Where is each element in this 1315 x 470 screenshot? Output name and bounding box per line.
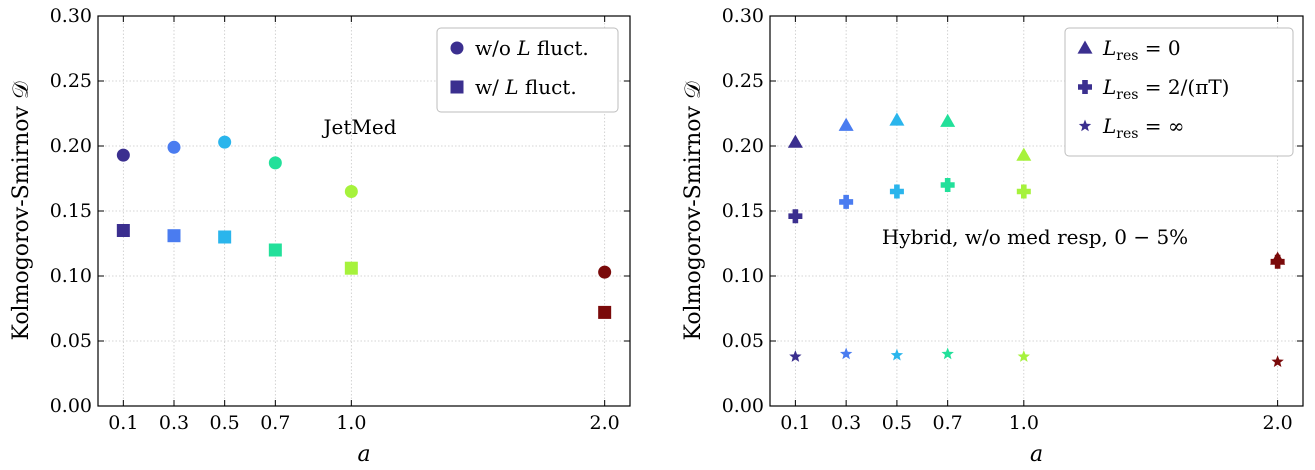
x-tick-label: 0.7 <box>933 412 963 434</box>
data-point <box>941 347 954 360</box>
legend-label: Lres = 2/(πT) <box>1102 75 1229 103</box>
x-tick-label: 0.7 <box>260 412 290 434</box>
y-tick-label: 0.20 <box>722 135 764 157</box>
x-tick-label: 1.0 <box>1009 412 1039 434</box>
data-point <box>1017 350 1030 362</box>
data-point <box>889 112 905 126</box>
data-point <box>839 347 853 360</box>
y-tick-label: 0.30 <box>722 5 764 27</box>
y-tick-label: 0.10 <box>722 265 764 287</box>
data-point <box>218 230 232 244</box>
data-point <box>116 148 130 162</box>
legend-marker <box>450 80 464 94</box>
plot-frame <box>97 15 631 407</box>
series-2 <box>788 178 1285 269</box>
legend: w/o L fluct. w/ L fluct. <box>436 27 619 113</box>
legend-marker <box>1077 40 1093 54</box>
legend-box <box>1064 27 1294 157</box>
y-axis-label: Kolmogorov-Smirnov 𝒟 <box>9 81 34 341</box>
data-point <box>787 134 803 148</box>
legend-label: w/o L fluct. <box>475 36 589 60</box>
y-axis-label: Kolmogorov-Smirnov 𝒟 <box>681 81 706 341</box>
data-point <box>838 117 854 131</box>
x-tick-label: 2.0 <box>590 412 620 434</box>
y-tick-label: 0.15 <box>722 200 764 222</box>
panel-annotation: Hybrid, w/o med resp, 0 − 5% <box>882 225 1188 249</box>
y-tick-label: 0.25 <box>50 70 92 92</box>
data-point <box>889 184 904 199</box>
x-tick-label: 0.3 <box>831 412 861 434</box>
y-tick-label: 0.05 <box>50 330 92 352</box>
y-tick-label: 0.15 <box>50 200 92 222</box>
data-point <box>116 224 130 237</box>
data-point <box>940 113 956 127</box>
chart-panel-1: JetMed 0.1 0.3 0.5 0.7 1.0 2.0 0.00 0.05 0.10 0.15… <box>9 5 631 467</box>
data-point <box>167 140 181 154</box>
data-point <box>344 185 358 198</box>
x-tick-label: 2.0 <box>1263 412 1293 434</box>
data-point <box>167 229 181 243</box>
y-tick-label: 0.00 <box>722 395 764 417</box>
legend-label: Lres = 0 <box>1102 36 1181 64</box>
data-point <box>839 194 854 209</box>
x-axis-label: a <box>357 442 370 467</box>
x-tick-label: 0.5 <box>210 412 240 434</box>
x-tick-label: 1.0 <box>336 412 366 434</box>
data-point <box>789 350 802 362</box>
y-tick-label: 0.10 <box>50 265 92 287</box>
x-tick-label: 0.1 <box>108 412 138 434</box>
data-point <box>1270 254 1285 269</box>
data-point <box>788 209 803 224</box>
series-2 <box>116 224 612 319</box>
y-tick-label: 0.25 <box>722 70 764 92</box>
panel-annotation: JetMed <box>321 115 396 139</box>
legend-box <box>436 27 619 113</box>
x-tick-label: 0.1 <box>780 412 810 434</box>
data-point <box>268 156 282 170</box>
x-axis-label: a <box>1030 442 1043 467</box>
data-point <box>890 348 904 361</box>
y-tick-label: 0.30 <box>50 5 92 27</box>
data-point <box>218 135 232 149</box>
y-tick-label: 0.05 <box>722 330 764 352</box>
x-tick-label: 0.3 <box>159 412 189 434</box>
legend-label: Lres = ∞ <box>1102 114 1185 142</box>
y-tick-label: 0.00 <box>50 395 92 417</box>
series-3 <box>789 347 1284 368</box>
series-1 <box>116 135 612 279</box>
legend-marker <box>1078 119 1092 132</box>
y-tick-label: 0.20 <box>50 135 92 157</box>
data-point <box>1271 355 1284 368</box>
data-point <box>598 265 612 279</box>
data-point <box>1016 147 1032 161</box>
data-point <box>940 178 955 192</box>
data-point <box>1016 184 1031 199</box>
data-point <box>344 261 358 275</box>
x-tick-label: 0.5 <box>882 412 912 434</box>
plot-frame <box>769 15 1304 407</box>
legend: Lres = 0 Lres = 2/(πT) Lres = ∞ <box>1064 27 1294 157</box>
chart-panel-2: Hybrid, w/o med resp, 0 − 5% 0.1 0.3 0.5 0.7… <box>681 5 1304 467</box>
legend-marker <box>450 41 464 55</box>
data-point <box>598 305 612 319</box>
legend-label: w/ L fluct. <box>475 75 577 99</box>
legend-marker <box>1078 80 1092 94</box>
data-point <box>268 243 282 257</box>
